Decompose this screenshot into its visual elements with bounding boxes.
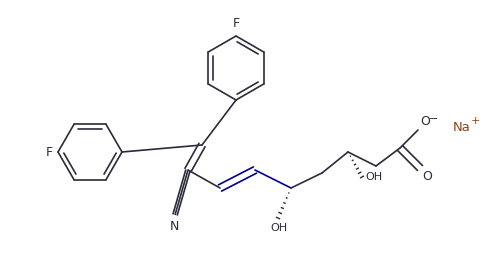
Text: F: F [46, 146, 53, 159]
Text: N: N [169, 220, 179, 233]
Text: F: F [232, 17, 240, 30]
Text: OH: OH [270, 223, 287, 233]
Text: −: − [429, 114, 438, 124]
Text: O: O [420, 115, 430, 128]
Text: +: + [471, 116, 480, 126]
Text: OH: OH [365, 172, 382, 182]
Text: O: O [422, 170, 432, 183]
Text: Na: Na [453, 120, 471, 133]
